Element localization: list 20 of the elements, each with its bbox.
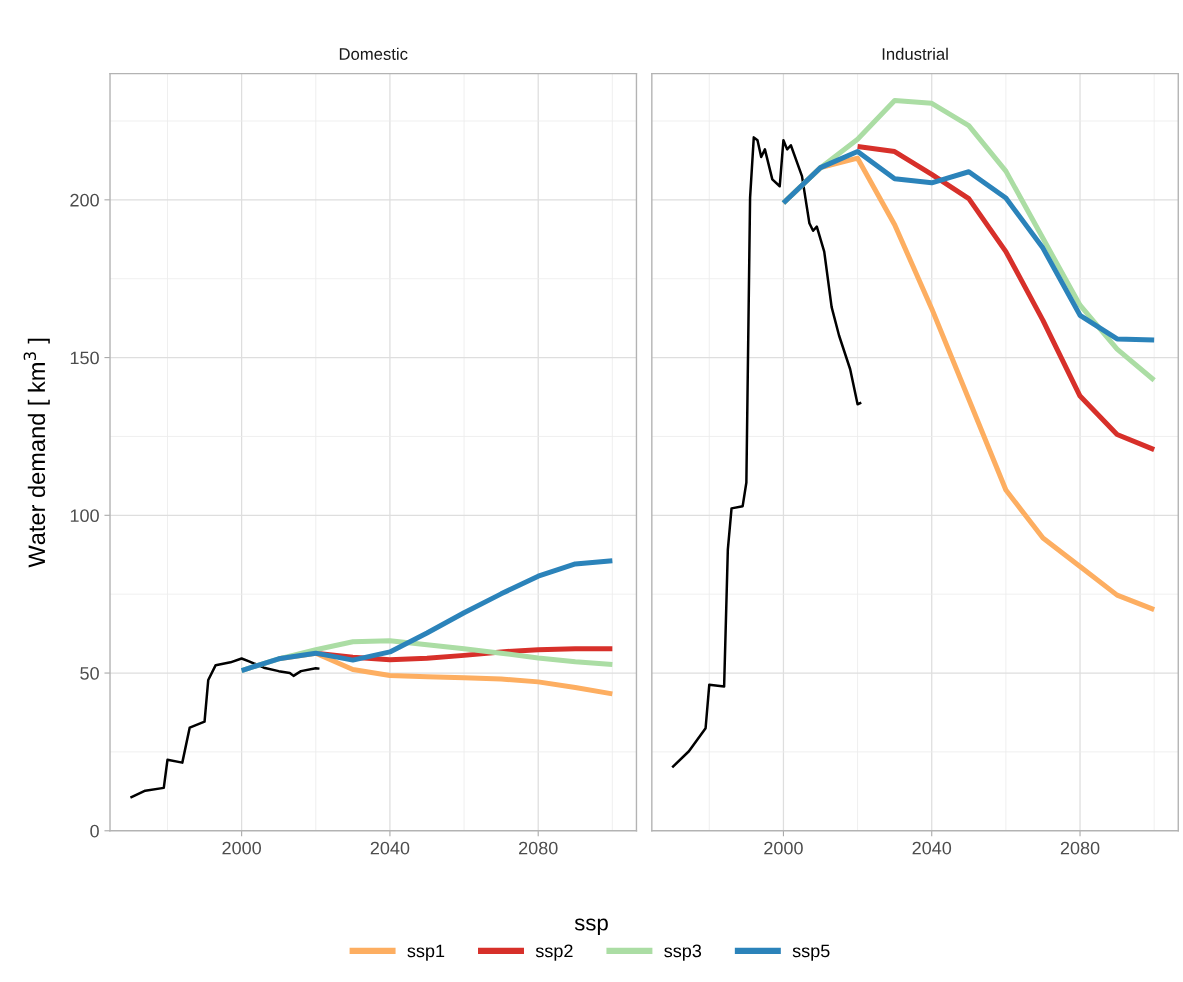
y-tick-label: 50 xyxy=(80,666,99,680)
legend-label: ssp1 xyxy=(407,944,445,961)
x-tick-label: 2040 xyxy=(912,841,952,855)
x-tick-label: 2000 xyxy=(222,841,262,855)
x-tick-label: 2080 xyxy=(1060,841,1100,855)
legend-title: ssp xyxy=(574,918,608,935)
y-tick-label: 100 xyxy=(70,509,99,523)
y-tick-label: 150 xyxy=(70,351,99,365)
x-tick-label: 2080 xyxy=(519,841,558,855)
line-series xyxy=(129,657,321,799)
x-tick-label: 2000 xyxy=(764,841,803,855)
y-tick-label: 0 xyxy=(90,824,99,838)
legend-label: ssp3 xyxy=(664,944,702,961)
y-axis-title: Water demand [ km$^{3}$ ] xyxy=(23,338,50,568)
x-tick-label: 2040 xyxy=(370,841,410,855)
chart-title: Industrial xyxy=(882,47,948,60)
legend-label: ssp2 xyxy=(535,944,573,961)
legend-label: ssp5 xyxy=(792,944,830,961)
y-tick-label: 200 xyxy=(70,193,99,207)
chart-title: Domestic xyxy=(339,47,408,60)
